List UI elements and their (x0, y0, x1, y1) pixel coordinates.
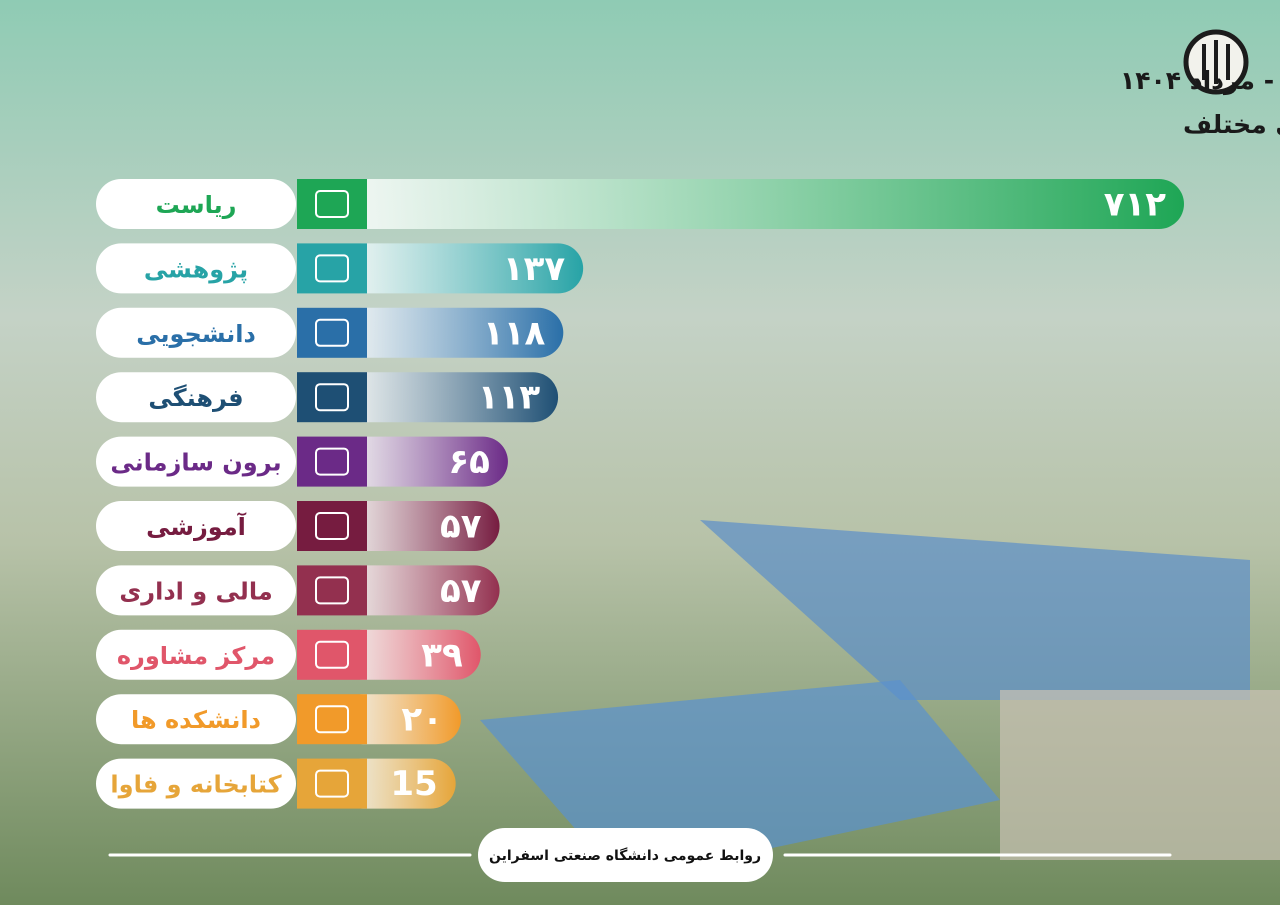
category-label: فرهنگی (148, 384, 243, 412)
icon-box (297, 629, 367, 680)
building (1000, 690, 1280, 860)
footer: روابط عمومی دانشگاه صنعتی اسفراین (489, 847, 761, 864)
category-label: مالی و اداری (119, 577, 272, 605)
value-label: ۱۱۸ (483, 313, 546, 353)
bar (338, 694, 461, 745)
bar (338, 501, 500, 551)
value-label: ۱۳۷ (503, 249, 566, 289)
icon (315, 254, 349, 283)
value-label: 15 (390, 764, 437, 804)
label-pill (96, 307, 296, 358)
icon (315, 512, 349, 540)
value-label: ۲۰ (401, 700, 443, 740)
category-label: ریاست (156, 191, 237, 219)
bar (338, 758, 456, 809)
category-label: مرکز مشاوره (117, 642, 275, 670)
bar (338, 629, 481, 680)
value-label: ۷۱۲ (1104, 185, 1167, 225)
bar (338, 372, 559, 423)
icon-box (297, 243, 367, 294)
bar (338, 565, 500, 616)
label-pill (96, 372, 296, 423)
icon (315, 383, 349, 412)
icon (315, 190, 349, 218)
bar (338, 436, 508, 487)
category-label: کتابخانه و فاوا (110, 771, 281, 799)
value-label: ۵۷ (440, 571, 482, 611)
value-label: ۱۱۳ (478, 378, 541, 418)
roof (700, 520, 1250, 700)
icon-box (297, 307, 367, 358)
label-pill (96, 694, 296, 745)
icon-box (297, 565, 367, 616)
icon (315, 769, 349, 798)
bar (338, 307, 564, 358)
category-label: پژوهشی (144, 255, 248, 283)
label-pill (96, 565, 296, 616)
footer-pill (478, 828, 773, 882)
bar (338, 243, 584, 294)
value-label: ۶۵ (448, 442, 490, 482)
label-pill (96, 501, 296, 551)
value-label: ۵۷ (440, 507, 482, 547)
icon-box (297, 372, 367, 423)
category-label: دانشکده ها (131, 706, 261, 734)
icon-box (297, 179, 367, 229)
label-pill (96, 629, 296, 680)
icon (315, 447, 349, 476)
label-pill (96, 436, 296, 487)
logo-mark (1202, 40, 1230, 84)
category-label: برون سازمانی (110, 449, 281, 477)
bar (338, 179, 1184, 229)
icon (315, 705, 349, 734)
icon-box (297, 694, 367, 745)
icon (315, 640, 349, 669)
category-label: آموزشی (146, 512, 247, 541)
chart-title: عملکرد حوزه روابط‌عمومی دانشگاه صنعتی اس… (1120, 66, 1280, 96)
value-label: ۳۹ (421, 635, 463, 675)
label-pill (96, 179, 296, 229)
icon-box (297, 501, 367, 551)
icon (315, 576, 349, 605)
chart-subtitle: میزان انعکاس اخبار و پیام‌ها در کانال‌ها… (1183, 110, 1280, 140)
icon (315, 318, 349, 347)
category-label: دانشجویی (136, 320, 256, 348)
icon-box (297, 436, 367, 487)
icon-box (297, 758, 367, 809)
label-pill (96, 243, 296, 294)
label-pill (96, 758, 296, 809)
